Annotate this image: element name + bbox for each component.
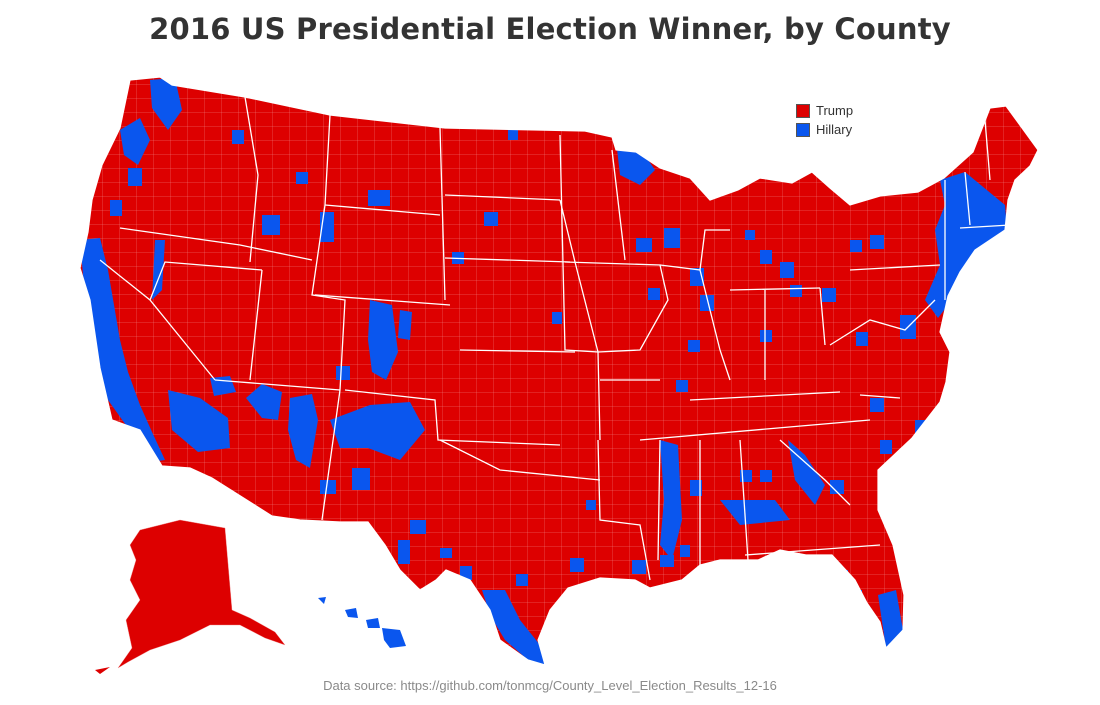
alaska xyxy=(95,519,286,674)
legend-label-trump: Trump xyxy=(816,103,854,118)
legend-swatch-trump xyxy=(796,103,810,118)
hawaii xyxy=(318,597,406,648)
map-title: 2016 US Presidential Election Winner, by… xyxy=(149,12,951,46)
data-source-caption: Data source: https://github.com/tonmcg/C… xyxy=(323,678,777,693)
legend-item-trump: Trump xyxy=(796,101,853,120)
legend-swatch-hillary xyxy=(796,122,810,137)
state-borders xyxy=(99,96,1011,581)
legend-label-hillary: Hillary xyxy=(816,122,853,137)
legend-item-hillary: Hillary xyxy=(796,120,853,139)
map-legend: Trump Hillary xyxy=(796,101,853,139)
